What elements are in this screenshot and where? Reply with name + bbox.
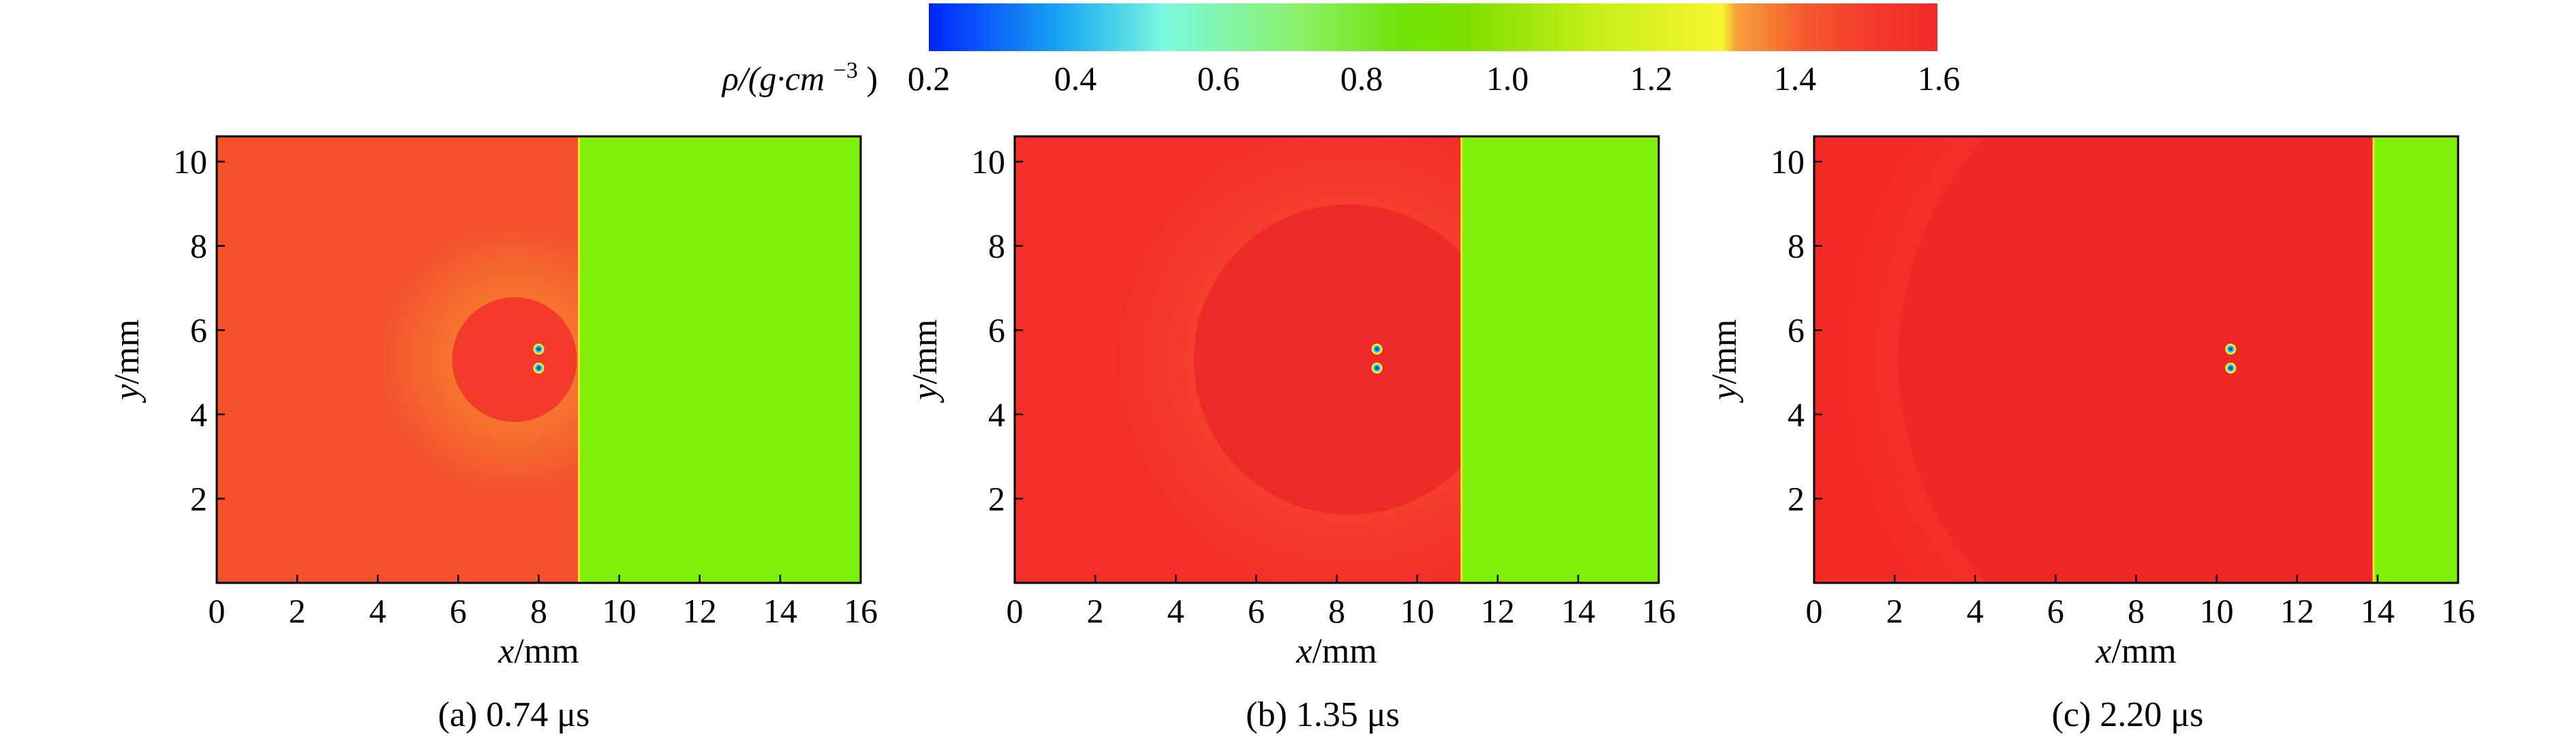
- colorbar-label-prefix: ρ/(g·cm: [721, 59, 825, 97]
- x-tick-label: 0: [1806, 592, 1823, 630]
- y-axis-unit: /mm: [906, 319, 945, 384]
- colorbar-tick-label: 0.4: [1054, 59, 1097, 97]
- void-marker: [2225, 362, 2237, 374]
- colorbar-gradient: [929, 3, 1937, 51]
- y-tick-label: 4: [190, 395, 207, 434]
- x-tick-label: 4: [1967, 592, 1984, 630]
- panel-caption: (a) 0.74 μs: [438, 695, 590, 734]
- x-tick-label: 10: [2200, 592, 2234, 630]
- y-axis-variable: y: [108, 384, 147, 404]
- y-tick-label: 8: [988, 227, 1005, 265]
- y-axis-label: y/mm: [108, 319, 147, 403]
- colorbar-label: ρ/(g·cm −3 ): [721, 47, 878, 97]
- colorbar-tick-label: 1.6: [1918, 59, 1961, 97]
- colorbar-tick-label: 0.8: [1340, 59, 1383, 97]
- y-axis-variable: y: [906, 384, 945, 404]
- x-tick-label: 0: [1007, 592, 1024, 630]
- density-field: [1814, 136, 2458, 583]
- y-tick-label: 2: [988, 479, 1005, 517]
- x-tick-label: 12: [683, 592, 717, 630]
- x-tick-label: 12: [1481, 592, 1515, 630]
- y-tick-label: 4: [1788, 395, 1805, 434]
- x-tick-label: 14: [763, 592, 797, 630]
- y-tick-label: 8: [1788, 227, 1805, 265]
- x-axis-label: x/mm: [1295, 632, 1377, 671]
- x-tick-label: 2: [1087, 592, 1104, 630]
- y-tick-label: 8: [190, 227, 207, 265]
- y-axis-label: y/mm: [906, 319, 945, 403]
- colorbar-tick-label: 0.6: [1197, 59, 1240, 97]
- x-tick-label: 4: [1167, 592, 1184, 630]
- panel-caption: (b) 1.35 μs: [1246, 695, 1400, 734]
- x-tick-label: 16: [2441, 592, 2475, 630]
- unshocked-region: [579, 136, 861, 583]
- compressed-bubble: [1193, 205, 1504, 515]
- void-marker: [533, 344, 545, 355]
- y-tick-label: 10: [1770, 142, 1805, 181]
- density-field: [217, 136, 861, 583]
- x-tick-label: 4: [369, 592, 386, 630]
- y-tick-label: 10: [173, 142, 207, 181]
- x-axis-unit: /mm: [1312, 632, 1377, 671]
- colorbar-tick-label: 1.0: [1486, 59, 1529, 97]
- x-tick-label: 2: [289, 592, 306, 630]
- x-tick-label: 14: [1561, 592, 1595, 630]
- x-axis-unit: /mm: [2111, 632, 2176, 671]
- x-axis-variable: x: [1295, 632, 1312, 671]
- x-tick-label: 2: [1886, 592, 1903, 630]
- x-tick-label: 6: [2047, 592, 2064, 630]
- y-tick-label: 10: [971, 142, 1005, 181]
- void-marker: [533, 362, 545, 374]
- y-tick-label: 6: [988, 311, 1005, 349]
- y-axis-unit: /mm: [108, 319, 147, 384]
- void-marker: [1371, 362, 1383, 374]
- x-tick-label: 6: [450, 592, 467, 630]
- x-tick-label: 0: [209, 592, 226, 630]
- colorbar-label-sup: −3: [833, 58, 858, 83]
- panel-caption: (c) 2.20 μs: [2052, 695, 2204, 734]
- colorbar-tick-labels: 0.2 0.4 0.6 0.8 1.0 1.2 1.4 1.6: [908, 59, 1961, 97]
- colorbar-label-suffix: ): [866, 59, 878, 97]
- y-tick-label: 6: [1788, 311, 1805, 349]
- density-field: [1015, 136, 1659, 583]
- x-tick-label: 10: [1400, 592, 1435, 630]
- y-axis-label: y/mm: [1705, 319, 1744, 403]
- void-marker: [1371, 344, 1383, 355]
- compressed-bubble: [452, 297, 577, 423]
- x-tick-label: 16: [1642, 592, 1676, 630]
- unshocked-region: [1461, 136, 1659, 583]
- x-axis-variable: x: [497, 632, 514, 671]
- y-axis-variable: y: [1705, 384, 1744, 404]
- x-axis-label: x/mm: [497, 632, 579, 671]
- x-tick-label: 10: [602, 592, 637, 630]
- x-axis-variable: x: [2095, 632, 2111, 671]
- void-marker: [2225, 344, 2237, 355]
- x-axis-label: x/mm: [2095, 632, 2176, 671]
- x-axis-unit: /mm: [514, 632, 579, 671]
- x-tick-label: 8: [1328, 592, 1345, 630]
- x-tick-label: 16: [844, 592, 878, 630]
- x-tick-label: 8: [530, 592, 547, 630]
- colorbar-tick-label: 1.4: [1774, 59, 1817, 97]
- compressed-bubble: [1899, 136, 2458, 583]
- colorbar-tick-label: 0.2: [908, 59, 951, 97]
- x-tick-label: 8: [2128, 592, 2145, 630]
- x-tick-label: 12: [2280, 592, 2314, 630]
- colorbar-tick-label: 1.2: [1630, 59, 1673, 97]
- y-tick-label: 4: [988, 395, 1005, 434]
- unshocked-region: [2373, 136, 2458, 583]
- x-tick-label: 14: [2361, 592, 2395, 630]
- y-axis-unit: /mm: [1705, 319, 1744, 384]
- y-tick-label: 2: [190, 479, 207, 517]
- x-tick-label: 6: [1248, 592, 1265, 630]
- colorbar: ρ/(g·cm −3 ) 0.2 0.4 0.6 0.8 1.0 1.2 1.4 1.6: [721, 3, 1960, 97]
- y-tick-label: 6: [190, 311, 207, 349]
- y-tick-label: 2: [1788, 479, 1805, 517]
